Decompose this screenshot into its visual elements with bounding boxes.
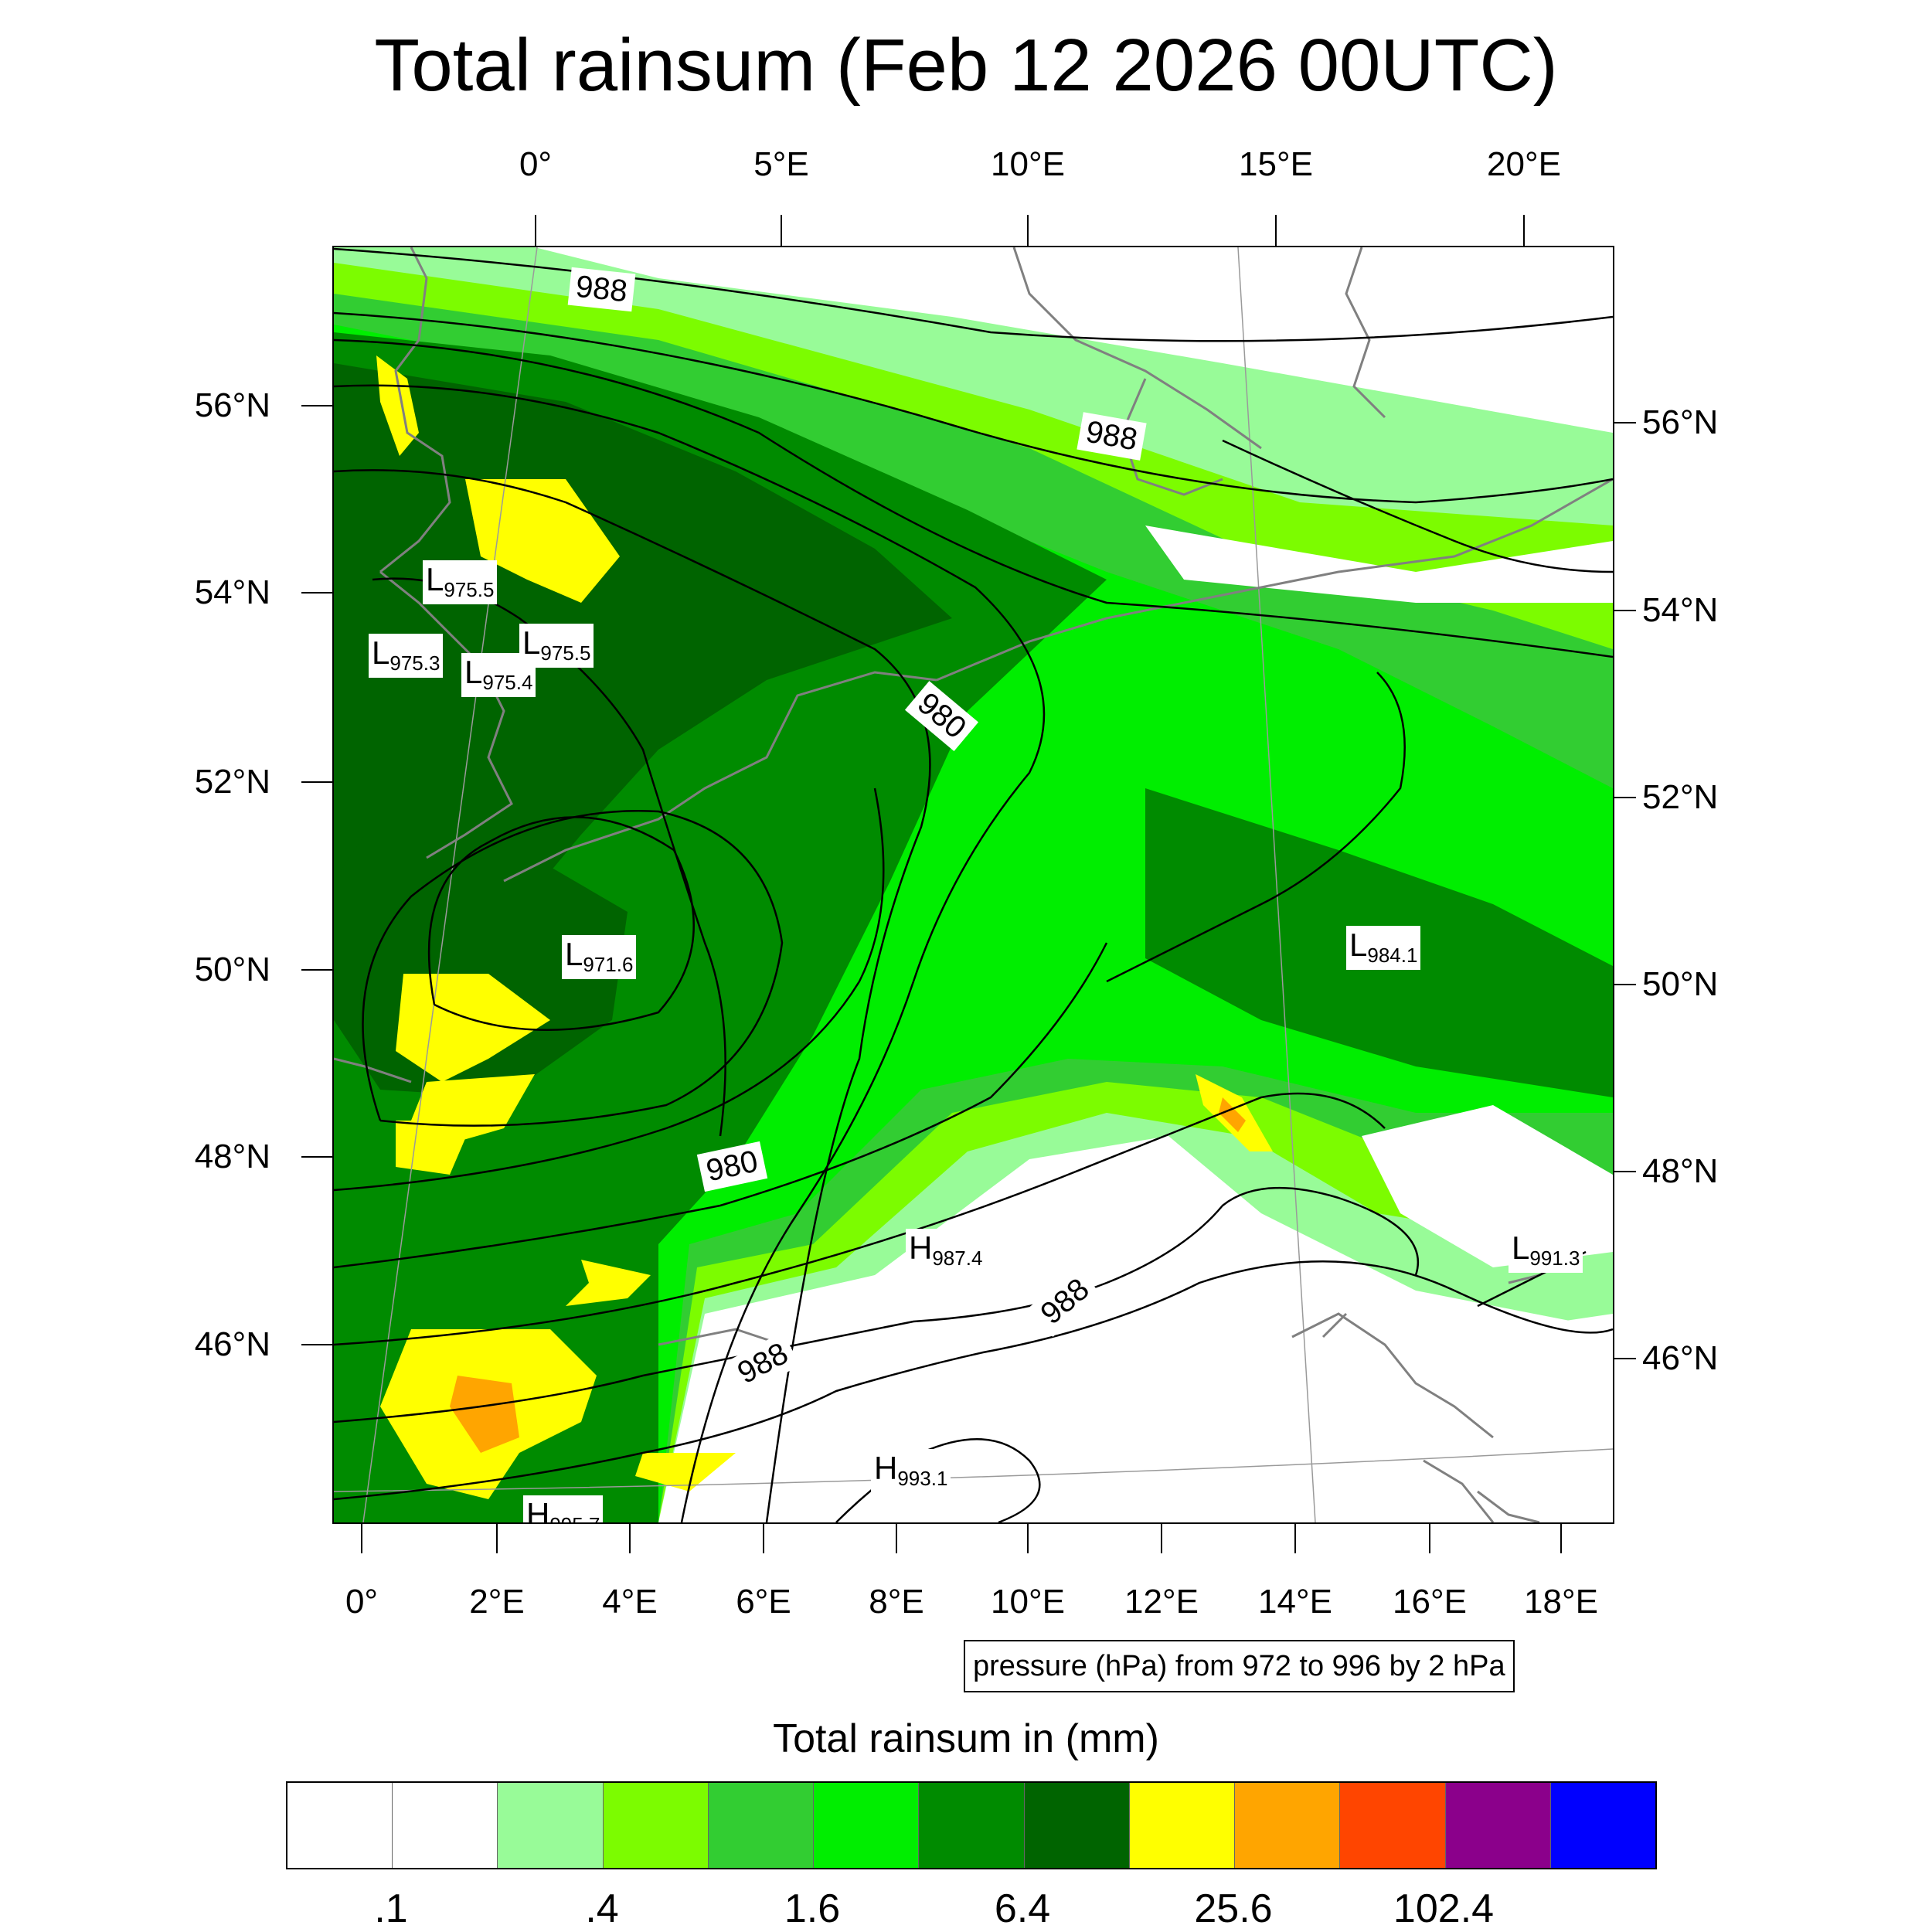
colorbar-tick-label: 25.6 (1194, 1886, 1273, 1931)
no-rain-gap-alps (1199, 1314, 1613, 1522)
very-heavy-rain-sw (450, 1376, 519, 1453)
low-pressure-marker: L991.3 (1509, 1229, 1583, 1273)
left-lat-label-50n: 50°N (194, 951, 270, 988)
bottom-lon-label-0: 0° (345, 1583, 379, 1621)
left-lat-label-54n: 54°N (194, 573, 270, 611)
colorbar-tick-label: 1.6 (784, 1886, 841, 1931)
left-lat-label-46n: 46°N (194, 1325, 270, 1363)
low-pressure-marker: L975.5 (519, 624, 594, 668)
high-pressure-marker: H993.1 (871, 1449, 951, 1493)
precipitation-field (334, 247, 1613, 1522)
right-lat-label-54n: 54°N (1642, 591, 1719, 629)
colorbar-swatch (814, 1783, 920, 1868)
colorbar-swatch (708, 1783, 815, 1868)
isobar-label: 988 (567, 267, 636, 312)
no-rain-gap-north (952, 247, 1613, 402)
right-lat-label-50n: 50°N (1642, 965, 1719, 1003)
top-lon-label-10e: 10°E (991, 145, 1065, 183)
bottom-lon-label-6e: 6°E (736, 1583, 791, 1621)
graticule (334, 247, 1613, 1522)
top-lon-label-20e: 20°E (1487, 145, 1561, 183)
bottom-lon-label-4e: 4°E (602, 1583, 658, 1621)
bottom-lon-label-8e: 8°E (869, 1583, 924, 1621)
no-rain-gap-baltic (1145, 526, 1613, 603)
bottom-lon-label-2e: 2°E (469, 1583, 525, 1621)
bottom-lon-label-14e: 14°E (1258, 1583, 1332, 1621)
colorbar-tick-label: .4 (585, 1886, 619, 1931)
no-rain-gap-hungary (1362, 1105, 1613, 1267)
colorbar-swatch (498, 1783, 604, 1868)
right-lat-label-48n: 48°N (1642, 1152, 1719, 1190)
left-lat-label-56n: 56°N (194, 386, 270, 424)
high-pressure-marker: H987.4 (906, 1229, 986, 1273)
colorbar-title: Total rainsum in (mm) (773, 1716, 1159, 1761)
low-pressure-marker: L984.1 (1346, 926, 1421, 970)
colorbar-tick-label: 102.4 (1393, 1886, 1495, 1931)
colorbar-swatch (603, 1783, 709, 1868)
top-lon-label-0: 0° (519, 145, 553, 183)
precipitation-map[interactable]: 988 988 980 980 988 988 L975.5 L975.3 L9… (332, 246, 1614, 1524)
heavy-rain-mid-south (635, 1453, 736, 1492)
right-lat-label-52n: 52°N (1642, 778, 1719, 816)
colorbar-swatch (1550, 1783, 1656, 1868)
right-lat-label-56n: 56°N (1642, 403, 1719, 441)
bottom-lon-label-12e: 12°E (1124, 1583, 1199, 1621)
very-heavy-rain-alps (1219, 1097, 1246, 1132)
map-title: Total rainsum (Feb 12 2026 00UTC) (374, 24, 1558, 107)
colorbar-tick-label: 6.4 (994, 1886, 1051, 1931)
low-pressure-marker: L975.5 (423, 560, 498, 604)
bottom-lon-label-10e: 10°E (991, 1583, 1065, 1621)
bottom-lon-label-18e: 18°E (1524, 1583, 1598, 1621)
coastlines (334, 247, 1613, 1522)
colorbar-swatch (1024, 1783, 1130, 1868)
colorbar (286, 1781, 1657, 1869)
left-lat-label-52n: 52°N (194, 763, 270, 801)
bottom-lon-label-16e: 16°E (1393, 1583, 1467, 1621)
heavy-rain-west (396, 1121, 473, 1175)
colorbar-swatch (1340, 1783, 1446, 1868)
colorbar-swatch (1445, 1783, 1551, 1868)
colorbar-swatch (287, 1783, 393, 1868)
top-lon-label-5e: 5°E (753, 145, 809, 183)
colorbar-tick-label: .1 (374, 1886, 408, 1931)
low-pressure-marker: L975.3 (369, 634, 444, 678)
left-lat-label-48n: 48°N (194, 1138, 270, 1175)
low-pressure-marker: L971.6 (562, 935, 637, 979)
contour-caption: pressure (hPa) from 972 to 996 by 2 hPa (964, 1640, 1515, 1692)
colorbar-swatch (1235, 1783, 1341, 1868)
heavy-rain-south (566, 1260, 651, 1306)
right-lat-label-46n: 46°N (1642, 1339, 1719, 1377)
high-pressure-marker: H995.7 (523, 1495, 604, 1522)
colorbar-swatch (919, 1783, 1025, 1868)
top-lon-label-15e: 15°E (1239, 145, 1313, 183)
isobars (334, 247, 1613, 1522)
heavy-rain-ne-coast (376, 355, 419, 456)
colorbar-swatch (393, 1783, 498, 1868)
colorbar-swatch (1129, 1783, 1236, 1868)
